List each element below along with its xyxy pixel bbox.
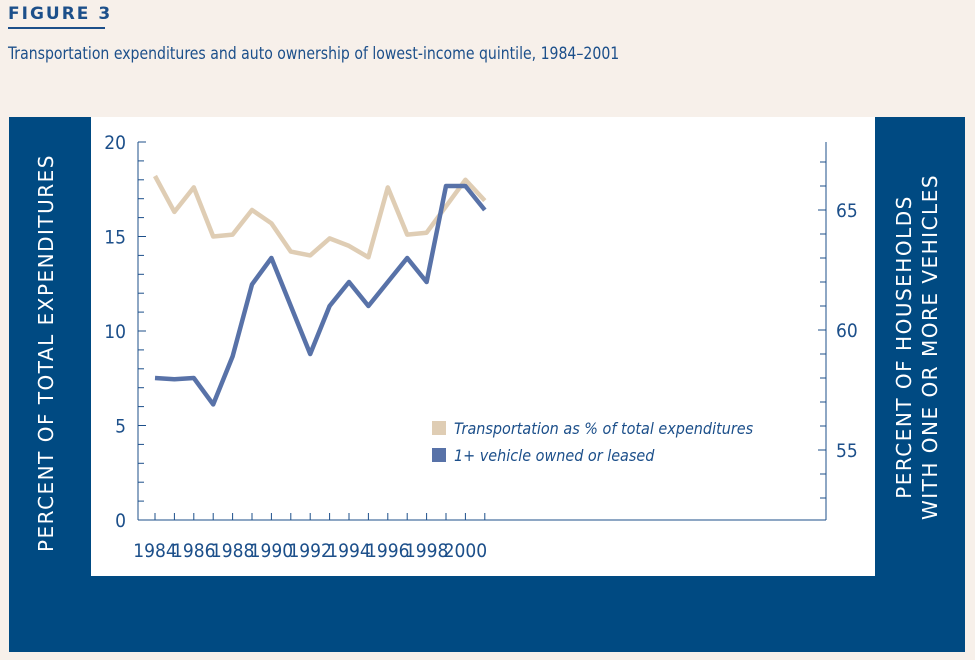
left-axis-tick-label: 10 (104, 321, 126, 343)
figure-label: FIGURE 3 (8, 4, 113, 24)
legend-label-1: Transportation as % of total expenditure… (454, 419, 754, 438)
right-axis-tick-label: 55 (836, 440, 858, 462)
legend-label-2: 1+ vehicle owned or leased (454, 446, 655, 465)
right-axis-tick-label: 65 (836, 200, 858, 222)
x-axis-tick-label: 2000 (444, 540, 488, 562)
figure-label-rule (8, 27, 105, 29)
left-axis-tick-label: 20 (104, 132, 126, 154)
x-axis-tick-label: 1992 (288, 540, 332, 562)
legend-swatch-2 (432, 448, 446, 462)
figure-title: Transportation expenditures and auto own… (8, 44, 620, 64)
x-axis-tick-label: 1988 (211, 540, 255, 562)
series-line-2 (154, 183, 487, 407)
series-line-1 (153, 174, 487, 260)
x-axis-tick-label: 1986 (172, 540, 216, 562)
x-axis-tick-label: 1984 (133, 540, 177, 562)
x-axis-tick-label: 1998 (405, 540, 449, 562)
x-axis-tick-label: 1994 (327, 540, 371, 562)
plot-area (91, 117, 875, 576)
legend-swatch-1 (432, 421, 446, 435)
left-axis-tick-label: 5 (115, 416, 126, 438)
right-axis-tick-label: 60 (836, 320, 858, 342)
left-axis-tick-label: 15 (104, 227, 126, 249)
x-axis-tick-label: 1990 (250, 540, 294, 562)
left-axis-tick-label: 0 (115, 510, 126, 532)
x-axis-tick-label: 1996 (366, 540, 410, 562)
